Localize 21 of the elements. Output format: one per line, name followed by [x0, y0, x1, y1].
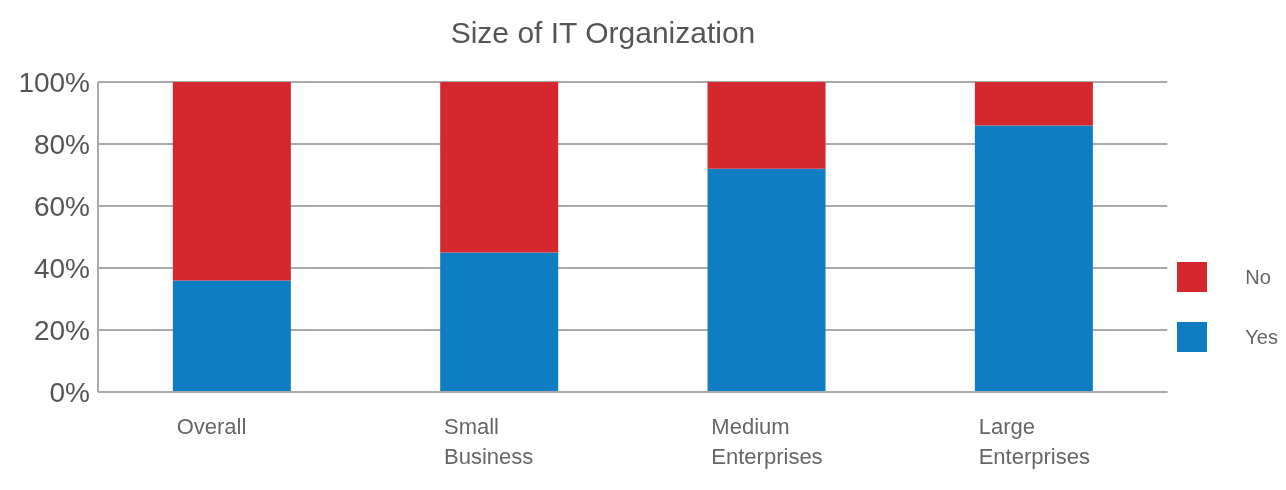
- y-tick-label: 20%: [33, 314, 90, 346]
- bar: [707, 168, 826, 392]
- y-tick-label: 80%: [33, 128, 90, 160]
- y-tick-label: 40%: [33, 252, 90, 284]
- bar: [172, 82, 291, 281]
- bar: [440, 82, 559, 253]
- x-tick-label: Medium Enterprises: [711, 414, 823, 469]
- bar: [707, 82, 826, 169]
- legend-label: Yes: [1245, 325, 1278, 349]
- y-tick-label: 60%: [33, 190, 90, 222]
- bar: [974, 125, 1093, 392]
- bar: [172, 280, 291, 392]
- x-tick-label: Large Enterprises: [978, 414, 1090, 469]
- x-tick-label: Small Business: [444, 414, 534, 469]
- legend-label: No: [1245, 265, 1271, 289]
- x-tick-label: Overall: [176, 414, 247, 439]
- bar: [440, 252, 559, 392]
- y-tick-label: 0%: [49, 376, 90, 408]
- y-tick-label: 100%: [18, 66, 90, 98]
- bar: [974, 82, 1093, 126]
- chart-title: Size of IT Organization: [449, 16, 757, 50]
